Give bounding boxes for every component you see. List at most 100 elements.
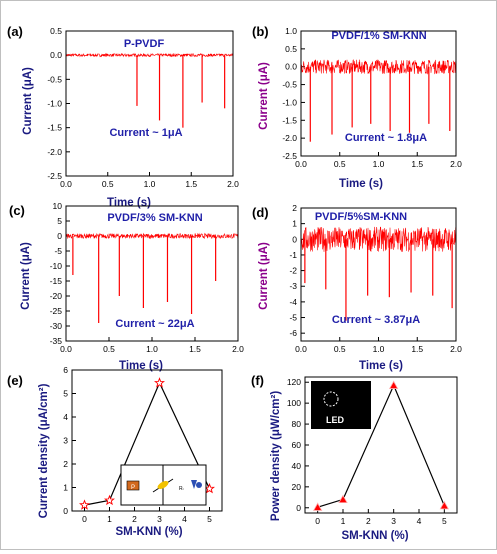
y-tick-label: -1 (289, 250, 297, 260)
y-ticks-c: 10 5 0 -5 -10 -15 -20 -25 -30 -35 (50, 201, 70, 346)
plot-border-e (71, 369, 223, 512)
panel-c: (c) Current (μA) Time (s) 0.0 0.5 1.0 1.5 2.… (9, 201, 244, 372)
x-axis-label-e: SM-KNN (%) (115, 526, 182, 538)
plot-border-a (65, 30, 234, 177)
led-icon (196, 482, 202, 488)
x-tick-label: 2 (366, 516, 371, 526)
panel-label-f: (f) (251, 373, 264, 388)
x-axis-label-c: Time (s) (119, 360, 163, 372)
y-axis-label-d: Current (μA) (258, 242, 270, 310)
y-tick-label: 5 (57, 216, 62, 226)
data-point-star (204, 482, 215, 494)
y-tick-label: 4 (63, 412, 68, 422)
y-tick-label: -6 (289, 328, 297, 338)
x-tick-label: 0.5 (334, 344, 346, 354)
x-axis-label-d: Time (s) (359, 360, 403, 372)
chart-title-c: PVDF/3% SM-KNN (107, 212, 202, 224)
x-tick-label: 1.5 (411, 344, 423, 354)
annotation-a: Current ~ 1μA (109, 127, 182, 139)
y-tick-label: 40 (292, 461, 302, 471)
x-tick-label: 1.5 (411, 159, 423, 169)
y-axis-label-c: Current (μA) (20, 242, 32, 310)
y-tick-label: 1 (63, 483, 68, 493)
circuit-label-rl: Rₗ (179, 486, 184, 492)
x-tick-label: 0.0 (295, 159, 307, 169)
y-tick-label: -1.0 (282, 97, 297, 107)
y-tick-label: 3 (63, 436, 68, 446)
series-f (312, 380, 450, 511)
y-axis-label-e: Current density (μA/cm²) (38, 383, 50, 518)
series-a (65, 52, 234, 128)
current-trace (65, 232, 239, 240)
y-tick-label: -2.5 (47, 171, 62, 181)
x-ticks-e: 0 1 2 3 4 5 (82, 507, 212, 524)
y-tick-label: 10 (53, 201, 63, 211)
current-trace (300, 59, 457, 75)
data-point-triangle (388, 380, 399, 389)
x-tick-label: 3 (157, 514, 162, 524)
plot-area-c: 0.0 0.5 1.0 1.5 2.0 10 5 0 -5 -10 -15 -20 -25 -30 -35 (50, 201, 244, 354)
y-tick-label: -1.5 (282, 115, 297, 125)
y-tick-label: 0 (292, 234, 297, 244)
x-tick-label: 1.0 (146, 344, 158, 354)
plot-area-f: 0 1 2 3 4 5 0 20 40 60 80 100 120 (287, 376, 458, 526)
plot-border-b (300, 30, 457, 157)
y-tick-label: 6 (63, 365, 68, 375)
y-tick-label: 0.0 (50, 50, 62, 60)
load-resistor-icon (157, 481, 169, 489)
x-axis-label-f: SM-KNN (%) (341, 530, 408, 542)
x-ticks-b: 0.0 0.5 1.0 1.5 2.0 (295, 152, 462, 169)
panel-label-a: (a) (7, 24, 23, 39)
y-tick-label: 120 (287, 377, 301, 387)
led-photo (311, 381, 371, 429)
y-axis-label-a: Current (μA) (22, 67, 34, 135)
y-tick-label: 5 (63, 389, 68, 399)
x-ticks-c: 0.0 0.5 1.0 1.5 2.0 (60, 337, 244, 354)
y-ticks-f: 0 20 40 60 80 100 120 (287, 377, 309, 513)
current-trace (65, 52, 234, 58)
plot-area-a: 0.0 0.5 1.0 1.5 2.0 0.5 0.0 -0.5 -1.0 -1.5 -2.0 -2… (47, 26, 239, 189)
x-tick-label: 2.0 (232, 344, 244, 354)
annotation-b: Current ~ 1.8μA (345, 132, 427, 144)
x-tick-label: 2.0 (450, 344, 462, 354)
y-tick-label: -5 (54, 246, 62, 256)
y-tick-label: -1.0 (47, 99, 62, 109)
y-ticks-e: 0 1 2 3 4 5 6 (63, 365, 76, 516)
panel-label-e: (e) (7, 373, 23, 388)
y-tick-label: -3 (289, 281, 297, 291)
data-point-star (79, 499, 90, 510)
y-tick-label: -20 (50, 291, 63, 301)
plot-area-d: 0.0 0.5 1.0 1.5 2.0 2 1 0 -1 -2 -3 -4 -5 -6 (289, 203, 462, 354)
y-tick-label: -0.5 (47, 74, 62, 84)
x-tick-label: 0.5 (103, 344, 115, 354)
y-tick-label: 1.0 (285, 26, 297, 36)
series-line (84, 381, 211, 506)
y-ticks-b: 1.0 0.5 0.0 -0.5 -1.0 -1.5 -2.0 -2.5 (282, 26, 305, 161)
y-tick-label: -35 (50, 336, 63, 346)
plot-area-b: 0.0 0.5 1.0 1.5 2.0 1.0 0.5 0.0 -0.5 -1.0 -1.5 -2.… (282, 26, 462, 169)
y-tick-label: 0 (57, 231, 62, 241)
x-tick-label: 0.0 (60, 344, 72, 354)
y-tick-label: 2 (63, 459, 68, 469)
x-tick-label: 0.5 (102, 179, 114, 189)
chart-title-b: PVDF/1% SM-KNN (331, 30, 426, 42)
panel-label-d: (d) (252, 205, 269, 220)
annotation-d: Current ~ 3.87μA (332, 314, 420, 326)
panel-d: (d) Current (μA) Time (s) 0.0 0.5 1.0 1.5 2.… (252, 203, 462, 372)
x-tick-label: 1 (341, 516, 346, 526)
series-c (65, 232, 239, 323)
x-axis-label-a: Time (s) (107, 197, 151, 209)
plot-border-c (65, 205, 239, 342)
x-tick-label: 1.0 (373, 159, 385, 169)
plot-area-e: 0 1 2 3 4 5 0 1 2 3 4 5 6 (63, 365, 223, 524)
series-b (300, 59, 457, 142)
y-tick-label: -2.0 (282, 133, 297, 143)
y-axis-label-b: Current (μA) (258, 62, 270, 130)
y-tick-label: -4 (289, 297, 297, 307)
x-tick-label: 2 (132, 514, 137, 524)
x-tick-label: 4 (417, 516, 422, 526)
y-tick-label: -1.5 (47, 123, 62, 133)
circuit-inset: P Rₗ (120, 464, 207, 506)
y-tick-label: -2.5 (282, 151, 297, 161)
